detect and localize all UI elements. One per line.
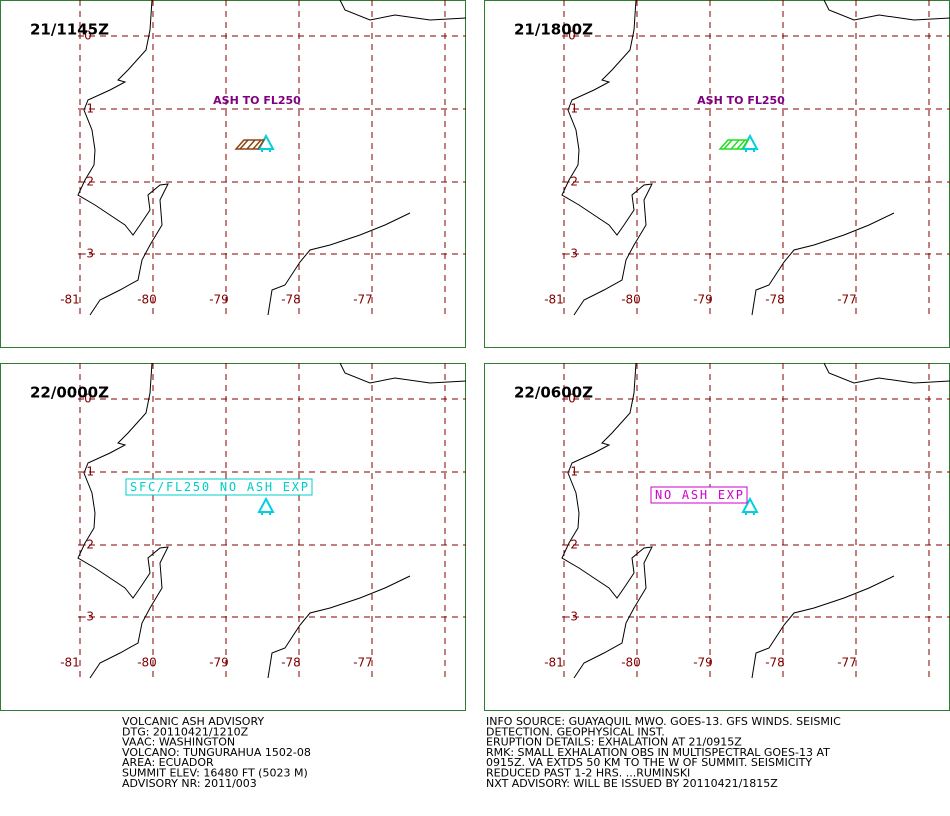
lat-label: -2 bbox=[82, 175, 94, 189]
lon-label: -79 bbox=[209, 293, 229, 307]
ash-annotation: ASH TO FL250 bbox=[213, 94, 301, 107]
lon-label: -79 bbox=[209, 656, 229, 670]
lon-label: -77 bbox=[837, 656, 857, 670]
lon-label: -80 bbox=[137, 293, 157, 307]
lon-label: -78 bbox=[281, 656, 301, 670]
lon-label: -81 bbox=[60, 656, 80, 670]
ash-annotation: NO ASH EXP bbox=[655, 488, 743, 502]
lon-label: -77 bbox=[837, 293, 857, 307]
lon-label: -79 bbox=[693, 656, 713, 670]
lat-label: -2 bbox=[82, 538, 94, 552]
lon-label: -81 bbox=[544, 293, 564, 307]
lat-label: -3 bbox=[566, 610, 578, 624]
lon-label: -81 bbox=[544, 656, 564, 670]
lon-label: -78 bbox=[765, 293, 785, 307]
lon-label: -80 bbox=[137, 656, 157, 670]
advisory-line: ADVISORY NR: 2011/003 bbox=[122, 777, 257, 790]
lat-label: -1 bbox=[566, 465, 578, 479]
lon-label: -78 bbox=[281, 293, 301, 307]
lat-label: -3 bbox=[82, 610, 94, 624]
lat-label: -1 bbox=[82, 465, 94, 479]
lat-label: -3 bbox=[566, 247, 578, 261]
lon-label: -81 bbox=[60, 293, 80, 307]
ash-annotation: ASH TO FL250 bbox=[697, 94, 785, 107]
panel-time: 21/1800Z bbox=[514, 21, 593, 39]
panel-time: 21/1145Z bbox=[30, 21, 109, 39]
lon-label: -79 bbox=[693, 293, 713, 307]
lon-label: -80 bbox=[621, 293, 641, 307]
panel-time: 22/0000Z bbox=[30, 384, 109, 402]
advisory-line: NXT ADVISORY: WILL BE ISSUED BY 20110421… bbox=[486, 777, 778, 790]
lat-label: -3 bbox=[82, 247, 94, 261]
lon-label: -77 bbox=[353, 293, 373, 307]
lat-label: -1 bbox=[82, 102, 94, 116]
lon-label: -80 bbox=[621, 656, 641, 670]
map-panel: 0-1-2-3-81-80-79-78-7722/0000ZSFC/FL250 … bbox=[1, 363, 467, 711]
lon-label: -77 bbox=[353, 656, 373, 670]
lat-label: -2 bbox=[566, 175, 578, 189]
lat-label: -1 bbox=[566, 102, 578, 116]
lon-label: -78 bbox=[765, 656, 785, 670]
panel-time: 22/0600Z bbox=[514, 384, 593, 402]
lat-label: -2 bbox=[566, 538, 578, 552]
